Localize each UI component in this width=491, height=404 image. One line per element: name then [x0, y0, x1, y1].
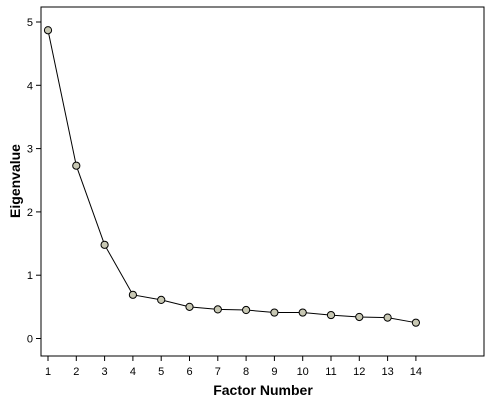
y-tick-label: 3	[27, 144, 33, 156]
data-point	[383, 313, 392, 322]
x-tick-label: 7	[215, 366, 221, 378]
y-tick-label: 0	[27, 334, 33, 346]
y-axis-ticks: 0 1 2 3 4 5	[27, 17, 41, 346]
data-point	[157, 295, 166, 304]
data-point	[355, 312, 364, 322]
y-tick-label: 1	[27, 270, 33, 282]
y-tick-label: 4	[27, 80, 33, 92]
data-point	[43, 26, 53, 35]
x-tick-label: 9	[271, 366, 277, 378]
x-axis-ticks: 1 2 3 4 5 6 7 8 9 10 11 12 13 14	[45, 356, 422, 378]
y-tick-label: 5	[27, 17, 33, 29]
x-tick-label: 6	[186, 366, 192, 378]
data-point	[213, 305, 222, 314]
x-tick-label: 2	[73, 366, 79, 378]
plot-area-frame	[40, 6, 485, 357]
data-point	[185, 302, 194, 311]
data-point	[100, 240, 109, 249]
x-tick-label: 12	[353, 366, 365, 378]
x-tick-label: 4	[130, 366, 136, 378]
data-point	[326, 310, 336, 320]
data-point	[411, 318, 420, 327]
x-tick-label: 8	[243, 366, 249, 378]
y-tick-label: 2	[27, 207, 33, 219]
x-axis-title: Factor Number	[213, 382, 313, 398]
x-tick-label: 10	[297, 366, 309, 378]
x-tick-label: 3	[102, 366, 108, 378]
x-tick-label: 1	[45, 366, 51, 378]
y-axis-title: Eigenvalue	[7, 144, 23, 218]
x-tick-label: 11	[325, 366, 336, 378]
x-tick-label: 13	[381, 366, 393, 378]
data-point	[128, 290, 137, 299]
x-tick-label: 14	[410, 366, 422, 378]
x-tick-label: 5	[158, 366, 164, 378]
data-point	[242, 305, 251, 315]
data-point	[72, 161, 81, 170]
series-line	[47, 30, 416, 324]
data-point	[298, 308, 307, 317]
series-points	[43, 26, 420, 327]
data-point	[270, 308, 279, 317]
